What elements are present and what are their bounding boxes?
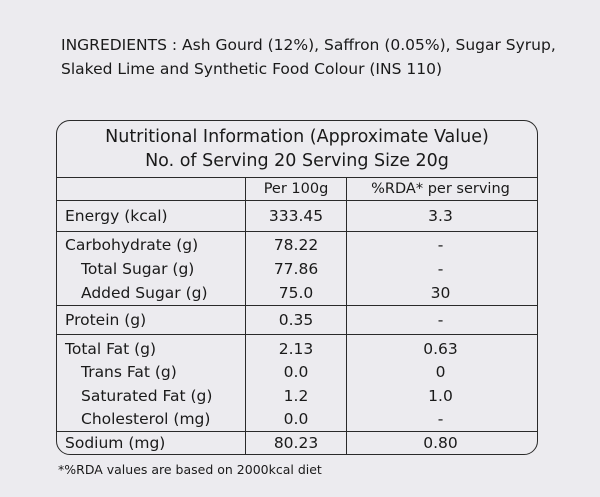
nutrition-title-line-1: Nutritional Information (Approximate Val… bbox=[105, 127, 489, 147]
divider bbox=[57, 431, 537, 432]
row-rda: 3.3 bbox=[428, 207, 453, 225]
divider bbox=[57, 200, 537, 201]
row-name: Energy (kcal) bbox=[65, 207, 168, 225]
row-rda: 0 bbox=[435, 363, 446, 381]
row-name: Sodium (mg) bbox=[65, 434, 166, 452]
row-name: Carbohydrate (g) bbox=[65, 236, 199, 254]
row-name: Cholesterol (mg) bbox=[81, 410, 211, 428]
divider bbox=[57, 305, 537, 306]
row-name: Total Fat (g) bbox=[65, 340, 157, 358]
row-rda: - bbox=[437, 410, 444, 428]
divider bbox=[57, 334, 537, 335]
column-divider bbox=[245, 177, 246, 454]
row-per-100g: 77.86 bbox=[273, 260, 319, 278]
nutrition-title: Nutritional Information (Approximate Val… bbox=[57, 125, 537, 173]
rda-footnote: *%RDA values are based on 2000kcal diet bbox=[58, 462, 322, 477]
row-name: Saturated Fat (g) bbox=[81, 387, 213, 405]
divider bbox=[57, 231, 537, 232]
row-rda: 0.80 bbox=[423, 434, 458, 452]
row-rda: 0.63 bbox=[423, 340, 458, 358]
ingredients-text: INGREDIENTS : Ash Gourd (12%), Saffron (… bbox=[61, 33, 581, 81]
row-per-100g: 80.23 bbox=[273, 434, 319, 452]
ingredients-line-1: INGREDIENTS : Ash Gourd (12%), Saffron (… bbox=[61, 36, 556, 54]
row-rda: 1.0 bbox=[428, 387, 453, 405]
divider bbox=[57, 177, 537, 178]
column-divider bbox=[346, 177, 347, 454]
row-per-100g: 0.0 bbox=[283, 363, 309, 381]
row-rda: - bbox=[437, 236, 444, 254]
row-per-100g: 78.22 bbox=[273, 236, 319, 254]
header-per-100g: Per 100g bbox=[263, 181, 329, 197]
row-per-100g: 0.35 bbox=[278, 311, 314, 329]
row-name: Trans Fat (g) bbox=[81, 363, 177, 381]
header-rda: %RDA* per serving bbox=[371, 181, 510, 197]
row-rda: 30 bbox=[430, 284, 451, 302]
row-name: Added Sugar (g) bbox=[81, 284, 208, 302]
serving-info: No. of Serving 20 Serving Size 20g bbox=[145, 151, 449, 171]
row-name: Protein (g) bbox=[65, 311, 147, 329]
row-per-100g: 2.13 bbox=[278, 340, 314, 358]
row-rda: - bbox=[437, 260, 444, 278]
row-name: Total Sugar (g) bbox=[81, 260, 195, 278]
row-per-100g: 1.2 bbox=[283, 387, 309, 405]
nutrition-table: Nutritional Information (Approximate Val… bbox=[56, 120, 538, 455]
ingredients-line-2: Slaked Lime and Synthetic Food Colour (I… bbox=[61, 60, 442, 78]
row-rda: - bbox=[437, 311, 444, 329]
row-per-100g: 333.45 bbox=[268, 207, 324, 225]
row-per-100g: 75.0 bbox=[278, 284, 314, 302]
row-per-100g: 0.0 bbox=[283, 410, 309, 428]
